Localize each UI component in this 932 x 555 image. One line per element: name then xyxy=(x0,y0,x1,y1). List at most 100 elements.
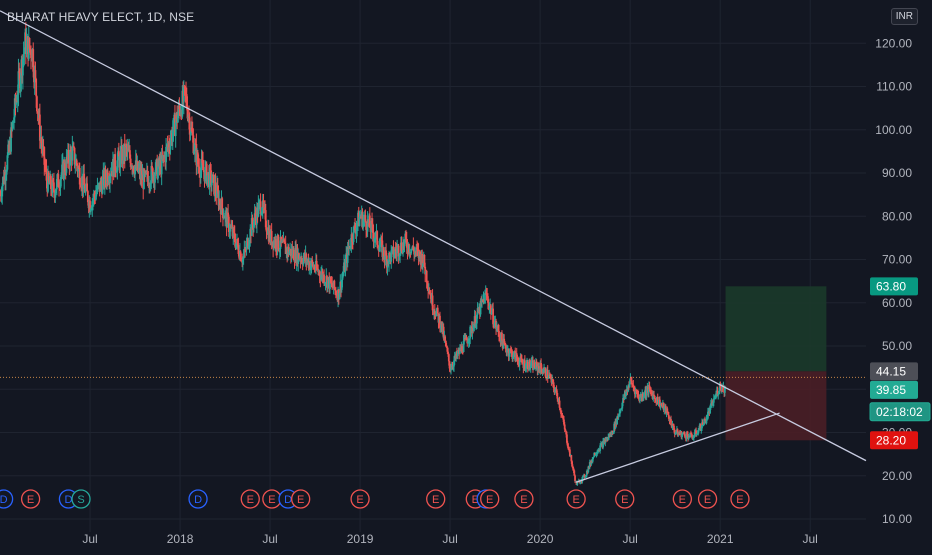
candle-body xyxy=(501,332,503,341)
event-marker-earnings[interactable] xyxy=(350,489,370,509)
candle-body xyxy=(390,250,393,262)
event-marker-earnings[interactable] xyxy=(672,489,693,509)
event-marker-earnings[interactable] xyxy=(615,489,635,509)
candle-body xyxy=(270,230,273,246)
y-tick-label: 100.00 xyxy=(875,123,912,137)
event-marker-dividend[interactable] xyxy=(188,489,208,509)
candle-body xyxy=(439,315,441,329)
candle-body xyxy=(221,198,224,210)
candle-body xyxy=(16,100,18,102)
candle-body xyxy=(47,172,49,192)
candle-body xyxy=(704,418,706,420)
candle-body xyxy=(461,345,463,352)
candle-body xyxy=(210,170,213,186)
candle-body xyxy=(714,397,717,399)
candle-body xyxy=(5,174,7,180)
candle-body xyxy=(518,360,521,366)
event-marker-earnings[interactable] xyxy=(426,489,446,509)
candle-body xyxy=(288,251,291,255)
candle-body xyxy=(69,149,72,166)
candle-body xyxy=(572,468,575,471)
y-tick-label: 20.00 xyxy=(882,469,912,483)
candle-body xyxy=(450,369,452,371)
event-marker-earnings[interactable] xyxy=(240,489,260,509)
candle-body xyxy=(235,243,238,248)
event-marker-earnings[interactable] xyxy=(730,489,750,509)
candle-body xyxy=(202,170,205,173)
candle-body xyxy=(261,212,263,214)
trendline[interactable] xyxy=(0,10,867,462)
candle-body xyxy=(329,277,331,289)
candle-body xyxy=(697,430,700,434)
candle-body xyxy=(520,358,523,363)
candle-body xyxy=(236,239,239,246)
candle-body xyxy=(492,308,494,325)
candle-body xyxy=(214,182,217,194)
candle-body xyxy=(374,232,377,239)
candle-body xyxy=(204,167,207,182)
candle-body xyxy=(702,424,705,426)
candle-body xyxy=(52,179,55,183)
candle-body xyxy=(154,162,157,175)
event-marker-label: E xyxy=(27,494,34,506)
candle-body xyxy=(227,212,229,217)
event-marker-earnings[interactable] xyxy=(291,489,311,509)
candle-body xyxy=(622,398,624,403)
event-marker-earnings[interactable] xyxy=(20,489,41,509)
candle-body xyxy=(696,433,699,435)
candle-body xyxy=(595,454,598,456)
candle-body xyxy=(479,300,482,315)
candle-body xyxy=(488,306,491,308)
candle-body xyxy=(627,385,630,392)
event-marker-label: E xyxy=(736,494,743,506)
profit-zone[interactable] xyxy=(725,286,827,372)
candle-body xyxy=(316,268,319,270)
candle-body xyxy=(557,398,559,402)
candle-body xyxy=(548,374,551,378)
x-tick-label: Jul xyxy=(442,532,457,546)
event-marker-earnings[interactable] xyxy=(566,489,586,509)
candle-body xyxy=(579,482,582,484)
candle-body xyxy=(374,238,376,240)
candle-body xyxy=(447,354,450,362)
candle-body xyxy=(326,279,329,288)
candle-body xyxy=(378,246,381,252)
candle-body xyxy=(398,255,401,257)
candle-body xyxy=(196,152,199,165)
candle-body xyxy=(376,231,379,245)
candle-body xyxy=(587,466,590,473)
candle-body xyxy=(15,100,18,105)
candle-body xyxy=(573,470,576,476)
event-marker-earnings[interactable] xyxy=(480,489,500,509)
currency-button[interactable]: INR xyxy=(890,8,918,25)
candle-body xyxy=(348,245,351,250)
candle-body xyxy=(495,320,497,329)
candle-body xyxy=(495,328,498,330)
candle-body xyxy=(453,360,455,367)
event-marker-earnings[interactable] xyxy=(697,489,718,509)
candle-body xyxy=(250,218,253,236)
candle-body xyxy=(657,403,660,405)
event-marker-dividend[interactable] xyxy=(0,489,14,509)
candle-body xyxy=(549,374,551,377)
candle-body xyxy=(372,232,375,241)
candle-body xyxy=(52,182,55,192)
trendline[interactable] xyxy=(575,412,780,483)
candle-body xyxy=(643,395,646,397)
candle-body xyxy=(487,296,489,303)
candle-body xyxy=(200,158,203,169)
event-marker-earnings[interactable] xyxy=(514,489,534,509)
candle-body xyxy=(184,86,187,91)
candle-body xyxy=(280,236,283,243)
candle-body xyxy=(560,414,563,416)
candle-body xyxy=(681,433,684,435)
loss-zone[interactable] xyxy=(725,371,827,441)
candle-body xyxy=(424,266,427,275)
candle-body xyxy=(75,160,78,166)
event-marker-split[interactable] xyxy=(71,489,91,509)
x-tick-label: Jul xyxy=(262,532,277,546)
candle-body xyxy=(392,246,395,258)
candle-body xyxy=(509,349,511,354)
